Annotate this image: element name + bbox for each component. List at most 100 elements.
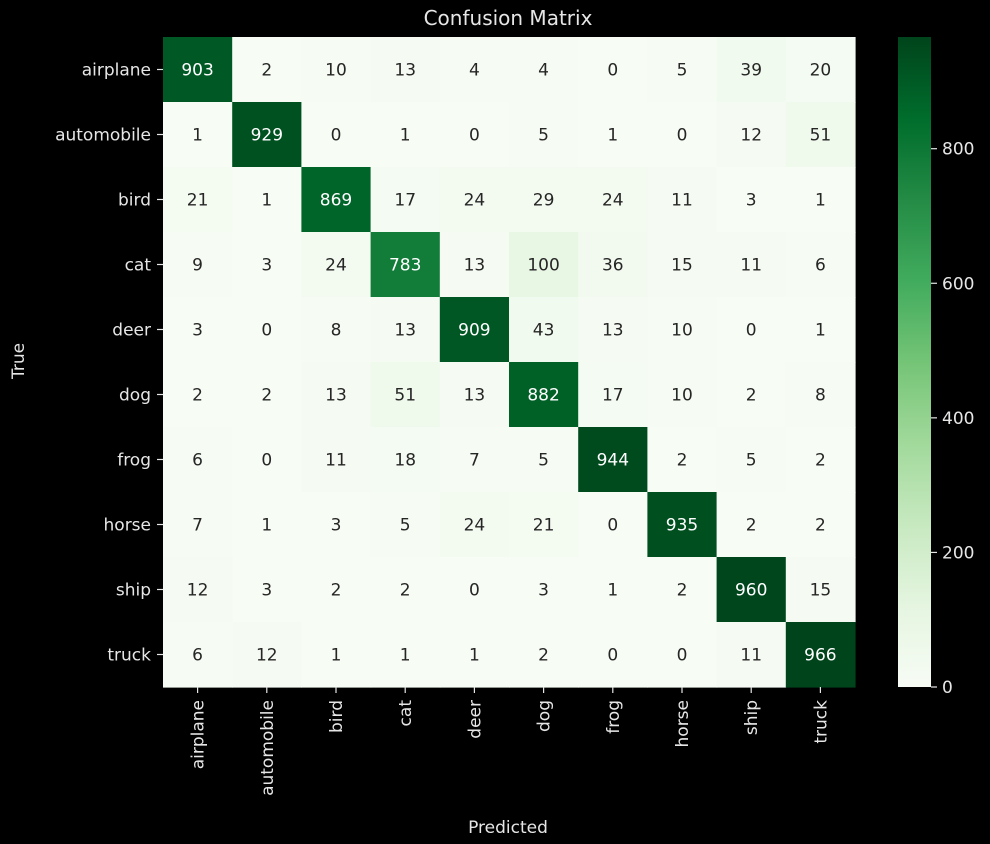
heatmap-cell (301, 492, 372, 558)
cell-value-label: 1 (607, 581, 618, 601)
cell-value-label: 6 (192, 646, 203, 666)
heatmap-cell (647, 232, 718, 298)
cell-value-label: 11 (740, 646, 762, 666)
cell-value-label: 100 (527, 256, 559, 276)
heatmap-cell (509, 492, 579, 558)
cell-value-label: 882 (527, 386, 559, 406)
cell-value-label: 24 (602, 191, 624, 211)
heatmap-cell (370, 167, 441, 233)
cell-value-label: 966 (804, 646, 836, 666)
cell-value-label: 17 (602, 386, 624, 406)
heatmap-cell (439, 167, 510, 233)
cell-value-label: 1 (469, 646, 480, 666)
heatmap-cell (785, 362, 856, 428)
heatmap-cell (370, 362, 441, 428)
cell-value-label: 43 (533, 321, 555, 341)
cell-value-label: 24 (464, 516, 486, 536)
cell-value-label: 4 (469, 61, 480, 81)
heatmap-cell (163, 492, 233, 558)
cell-value-label: 2 (261, 61, 272, 81)
heatmap-cell (578, 102, 648, 168)
cell-value-label: 51 (394, 386, 416, 406)
heatmap-cell (370, 232, 441, 298)
cell-value-label: 13 (464, 386, 486, 406)
cell-value-label: 0 (677, 646, 688, 666)
heatmap-cell (509, 232, 579, 298)
heatmap-cell (232, 232, 302, 298)
cell-value-label: 10 (325, 61, 347, 81)
cell-value-label: 1 (261, 516, 272, 536)
x-tick-label: horse (673, 700, 693, 747)
cell-value-label: 24 (464, 191, 486, 211)
heatmap-cell (232, 622, 302, 688)
heatmap-cell (716, 427, 787, 493)
x-tick-label: truck (811, 700, 831, 744)
cell-value-label: 2 (261, 386, 272, 406)
heatmap-cell (785, 492, 856, 558)
cell-value-label: 13 (394, 61, 416, 81)
cell-value-label: 5 (538, 126, 549, 146)
cell-value-label: 929 (251, 126, 283, 146)
cell-value-label: 15 (810, 581, 832, 601)
colorbar-tick-label: 200 (942, 543, 974, 563)
x-tick-label: automobile (258, 700, 278, 796)
heatmap-cell (163, 362, 233, 428)
cell-value-label: 11 (740, 256, 762, 276)
heatmap-cell (301, 297, 372, 363)
heatmap-cell (509, 167, 579, 233)
heatmap-cell (370, 297, 441, 363)
cell-value-label: 2 (677, 451, 688, 471)
heatmap-cell (716, 622, 787, 688)
heatmap-cell (716, 492, 787, 558)
cell-value-label: 13 (602, 321, 624, 341)
heatmap-cell (301, 362, 372, 428)
heatmap-cell (439, 427, 510, 493)
heatmap-cell (785, 102, 856, 168)
cell-value-label: 17 (394, 191, 416, 211)
heatmap-cell (578, 492, 648, 558)
heatmap-cell (232, 492, 302, 558)
y-tick-label: bird (118, 191, 151, 211)
colorbar-tick-label: 600 (942, 274, 974, 294)
cell-value-label: 24 (325, 256, 347, 276)
heatmap-cell (163, 297, 233, 363)
x-tick-label: frog (604, 700, 624, 734)
heatmap-cell (647, 37, 718, 103)
cell-value-label: 15 (671, 256, 693, 276)
cell-value-label: 869 (320, 191, 352, 211)
heatmap-cell (439, 102, 510, 168)
heatmap-cell (716, 557, 787, 623)
heatmap-cell (785, 232, 856, 298)
cell-value-label: 2 (677, 581, 688, 601)
heatmap-cell (301, 232, 372, 298)
cell-value-label: 21 (533, 516, 555, 536)
cell-value-label: 8 (331, 321, 342, 341)
cell-value-label: 0 (261, 451, 272, 471)
heatmap-cell (716, 297, 787, 363)
cell-value-label: 1 (192, 126, 203, 146)
heatmap-cell (163, 622, 233, 688)
heatmap-cell (301, 37, 372, 103)
heatmap-cell (163, 167, 233, 233)
y-tick-label: cat (125, 256, 152, 276)
heatmap-cell (647, 297, 718, 363)
heatmap-cell (301, 427, 372, 493)
cell-value-label: 960 (735, 581, 767, 601)
heatmap-cell (785, 622, 856, 688)
heatmap-cell (301, 167, 372, 233)
cell-value-label: 0 (607, 646, 618, 666)
cell-value-label: 0 (469, 581, 480, 601)
cell-value-label: 2 (815, 516, 826, 536)
cell-value-label: 944 (597, 451, 629, 471)
heatmap-cell (578, 167, 648, 233)
cell-value-label: 1 (815, 321, 826, 341)
cell-value-label: 2 (815, 451, 826, 471)
cell-value-label: 20 (810, 61, 832, 81)
chart-title: Confusion Matrix (424, 6, 593, 30)
heatmap-cell (232, 167, 302, 233)
heatmap-cell (509, 297, 579, 363)
cell-value-label: 0 (607, 61, 618, 81)
cell-value-label: 10 (671, 321, 693, 341)
y-tick-label: automobile (55, 126, 151, 146)
